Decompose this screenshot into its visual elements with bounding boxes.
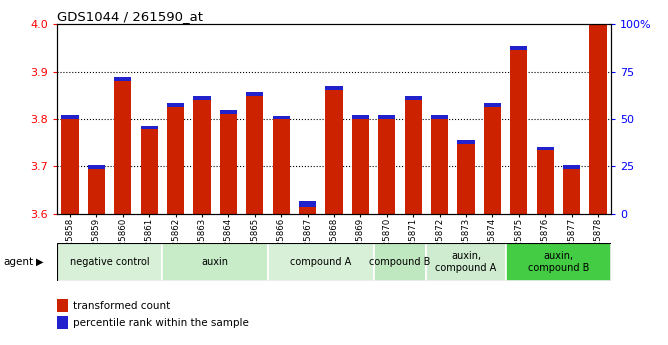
Bar (352, 115, 369, 119)
Bar (299, 207, 316, 214)
Bar (167, 104, 184, 107)
Bar (373, 243, 426, 281)
Bar (325, 90, 343, 214)
Bar (140, 129, 158, 214)
Text: negative control: negative control (69, 257, 150, 267)
Bar (589, 20, 607, 24)
Bar (220, 110, 237, 114)
Bar (563, 169, 580, 214)
Text: auxin,
compound B: auxin, compound B (528, 252, 589, 273)
Bar (299, 201, 316, 207)
Bar (194, 96, 210, 100)
Bar (57, 316, 69, 329)
Text: auxin,
compound A: auxin, compound A (436, 252, 496, 273)
Text: transformed count: transformed count (73, 301, 171, 310)
Bar (405, 100, 422, 214)
Bar (61, 119, 79, 214)
Bar (114, 77, 132, 81)
Bar (114, 81, 132, 214)
Bar (57, 243, 162, 281)
Bar (589, 24, 607, 214)
Bar (431, 119, 448, 214)
Bar (246, 92, 263, 96)
Bar (162, 243, 268, 281)
Bar (325, 86, 343, 90)
Bar (405, 96, 422, 100)
Bar (378, 119, 395, 214)
Bar (57, 299, 69, 312)
Bar (536, 147, 554, 150)
Text: auxin: auxin (202, 257, 228, 267)
Bar (506, 243, 611, 281)
Text: percentile rank within the sample: percentile rank within the sample (73, 318, 249, 328)
Bar (268, 243, 373, 281)
Bar (88, 165, 105, 169)
Bar (484, 107, 501, 214)
Bar (484, 104, 501, 107)
Bar (61, 115, 79, 119)
Bar (352, 119, 369, 214)
Bar (140, 126, 158, 129)
Bar (510, 50, 528, 214)
Bar (458, 140, 474, 144)
Bar (246, 96, 263, 214)
Text: compound A: compound A (290, 257, 351, 267)
Bar (273, 119, 290, 214)
Bar (220, 114, 237, 214)
Bar (458, 144, 474, 214)
Text: agent: agent (3, 257, 33, 267)
Bar (167, 107, 184, 214)
Bar (194, 100, 210, 214)
Text: compound B: compound B (369, 257, 431, 267)
Bar (378, 115, 395, 119)
Text: ▶: ▶ (36, 257, 43, 267)
Bar (273, 116, 290, 119)
Bar (536, 150, 554, 214)
Bar (431, 115, 448, 119)
Bar (563, 165, 580, 169)
Text: GDS1044 / 261590_at: GDS1044 / 261590_at (57, 10, 203, 23)
Bar (510, 47, 528, 50)
Bar (88, 169, 105, 214)
Bar (426, 243, 506, 281)
